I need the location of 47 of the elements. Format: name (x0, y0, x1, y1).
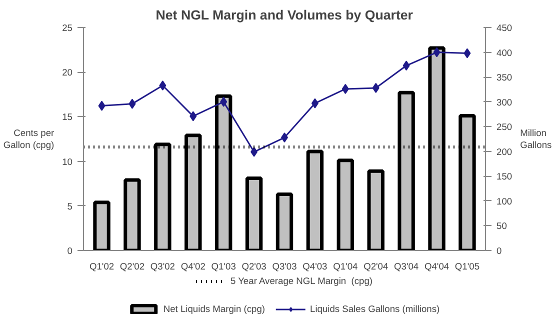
y2-tick-label: 400 (496, 48, 512, 58)
x-tick-label: Q1'02 (89, 262, 114, 272)
point (98, 100, 106, 111)
point (464, 48, 471, 58)
legend-label: 5 Year Average NGL Margin (cpg) (230, 276, 373, 286)
y-tick-label: 10 (62, 156, 73, 167)
y-tick-label: 15 (62, 112, 73, 122)
y2-tick-label: 200 (496, 146, 512, 157)
x-tick-label: Q2'04 (364, 262, 388, 272)
point (433, 47, 440, 58)
x-tick-label: Q1'05 (454, 262, 480, 272)
point (372, 82, 380, 93)
point (250, 146, 258, 157)
x-tick-label: Q3'02 (150, 262, 175, 272)
x-tick-label: Q2'02 (120, 262, 145, 272)
chart-title: Net NGL Margin and Volumes by Quarter (156, 8, 413, 22)
x-tick-label: Q4'02 (180, 262, 206, 272)
point (402, 60, 410, 71)
y2-tick-label: 300 (496, 97, 512, 108)
y-tick-label: 25 (62, 23, 73, 33)
point (220, 96, 228, 107)
point (311, 98, 318, 108)
legend-label: Liquids Sales Gallons (millions) (310, 304, 440, 314)
x-tick-label: Q3'04 (394, 262, 419, 272)
y2-tick-label: 250 (496, 122, 512, 132)
y-axis-title: Cents per Gallon (cpg) (3, 128, 54, 150)
y2-tick-label: 350 (496, 72, 512, 83)
y2-tick-label: 100 (496, 196, 512, 206)
y-tick-label: 20 (62, 68, 73, 78)
y-tick-label: 5 (67, 201, 73, 212)
x-tick-label: Q1'03 (211, 262, 236, 272)
y-tick-label: 0 (67, 246, 73, 256)
y2-tick-label: 150 (496, 172, 512, 182)
x-tick-label: Q4'03 (302, 262, 328, 272)
legend-label: Net Liquids Margin (cpg) (163, 304, 265, 314)
y2-tick-label: 0 (496, 246, 502, 256)
point (342, 84, 349, 94)
y2-tick-label: 50 (496, 221, 507, 232)
y2-tick-label: 450 (496, 23, 512, 33)
x-tick-label: Q1'04 (333, 262, 358, 272)
point (128, 98, 136, 109)
x-tick-label: Q2'03 (242, 262, 266, 272)
x-tick-label: Q3'03 (272, 262, 297, 272)
point (190, 111, 197, 122)
y2-axis-title: Million Gallons (520, 128, 552, 150)
x-tick-label: Q4'04 (424, 262, 450, 272)
point (159, 80, 166, 90)
